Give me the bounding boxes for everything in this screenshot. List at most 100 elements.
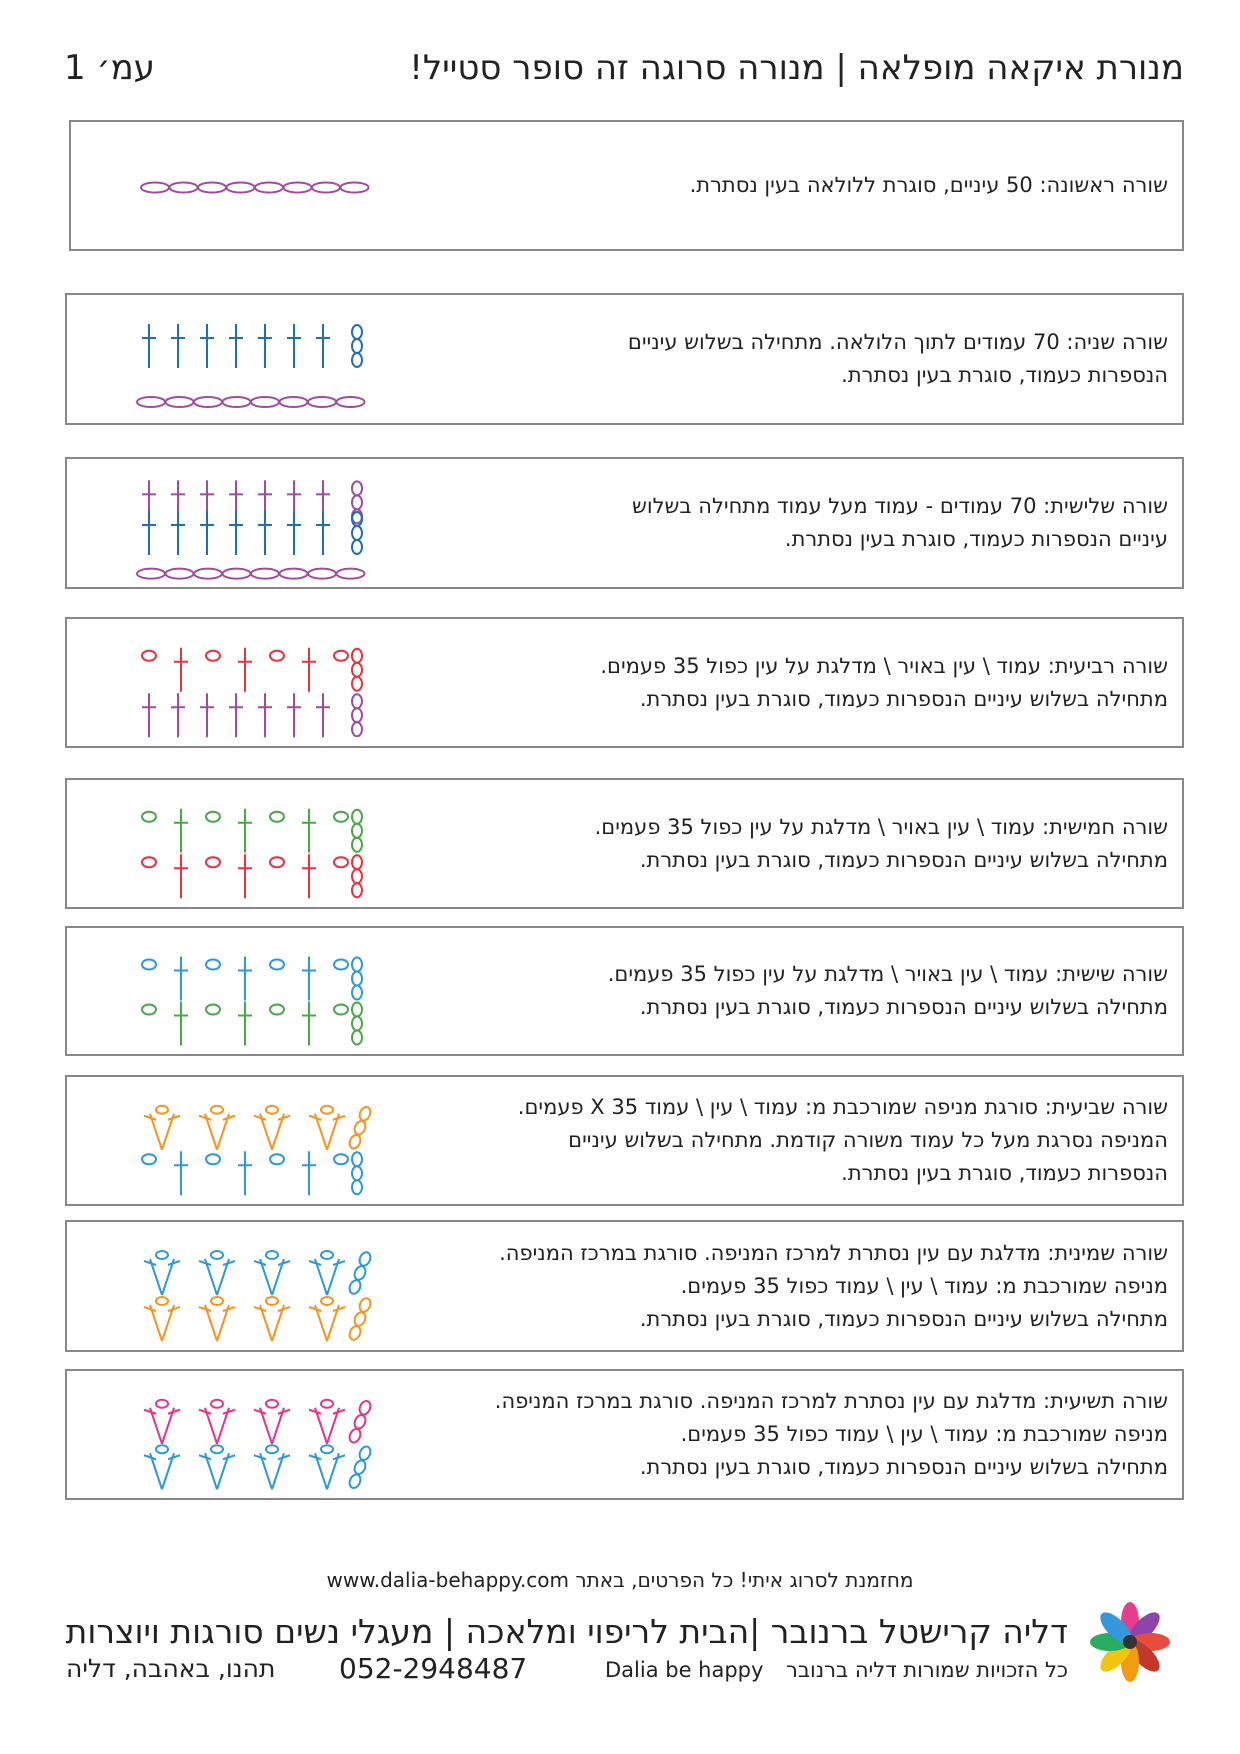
stitch [314,1452,328,1490]
stitch [333,1003,349,1016]
stitch [198,1114,212,1121]
stitch [351,1179,363,1196]
stitch [259,1452,273,1490]
stitch [351,675,363,692]
stitch [141,856,157,869]
stitch [210,1444,224,1455]
stitch [351,1029,363,1046]
stitch [204,1452,218,1490]
stitch [221,396,252,408]
stitch [271,1258,285,1296]
stitch [351,882,363,899]
stitch [204,1304,218,1342]
row-text: שורה שמינית: מדלגת עם עין נסתרת למרכז המ… [499,1237,1168,1336]
row-line: מתחילה בשלוש עיניים הנספרות כעמוד, סוגרת… [639,686,1168,711]
row-box: שורה תשיעית: מדלגת עם עין נסתרת למרכז המ… [65,1369,1184,1500]
stitch [332,1260,346,1266]
stitch [269,649,285,662]
stitch [198,1306,212,1312]
stitch [269,856,285,869]
stitch [351,494,363,511]
stitch [353,1265,367,1281]
phone: 052-2948487 [339,1652,528,1685]
stitch [332,1408,346,1415]
stitch [222,1306,236,1312]
stitch [278,396,309,408]
stitch [155,1250,169,1260]
row-line: מתחילה בשלוש עיניים הנספרות כעמוד, סוגרת… [639,995,1168,1019]
stitch [193,396,223,408]
stitch [155,1104,169,1115]
stitch [253,1454,267,1461]
stitch [314,1258,328,1296]
stitch [149,1113,163,1151]
stitch [198,1260,212,1266]
stitch [155,1398,169,1409]
stitch [314,1113,328,1151]
stitch [161,1304,175,1342]
stitch [149,1452,163,1490]
stitch [351,661,363,678]
stitch [271,1113,285,1151]
row-text: שורה רביעית: עמוד \ עין באויר \ מדלגת על… [600,650,1168,716]
stitch [351,854,363,871]
stitch [253,1408,267,1415]
stitch [320,1104,334,1115]
stitch [351,836,363,853]
stitch [271,1407,285,1445]
stitch [265,1296,279,1306]
stitch [351,808,363,825]
stitch [204,1113,218,1151]
diagram [141,1104,372,1196]
stitch [216,1452,230,1490]
stitch [277,1306,291,1312]
stitch [161,1452,175,1490]
row-line: שורה שניה: 70 עמודים לתוך הלולאה. מתחילה… [627,330,1168,354]
stitch [265,1444,279,1455]
stitch [351,1015,363,1032]
row-line: שורה שלישית: 70 עמודים - עמוד מעל עמוד מ… [632,494,1168,518]
stitch [253,1260,267,1266]
stitch [197,181,227,194]
stitch [205,958,221,971]
stitch [351,693,363,710]
stitch [167,1260,181,1266]
stitch [277,1114,291,1121]
stitch [141,810,157,823]
row-text: שורה שביעית: סורגת מניפה שמורכבת מ: עמוד… [518,1091,1168,1190]
page-number: עמ׳ 1 [64,48,155,88]
stitch [277,1260,291,1266]
stitch [358,1106,372,1122]
stitch [205,1003,221,1016]
stitch [351,1001,363,1018]
row-text: שורה שישית: עמוד \ עין באויר \ מדלגת על … [608,958,1168,1024]
row-box: שורה שישית: עמוד \ עין באויר \ מדלגת על … [65,926,1184,1056]
stitch [335,396,366,408]
stitch [326,1304,340,1342]
stitch [198,1408,212,1415]
stitch [168,181,199,194]
stitch [351,1165,363,1182]
stitch [348,1325,362,1341]
invite: מחזמנת לסרוג איתי! כל הפרטים, באתר www.d… [326,1568,914,1592]
stitch [351,707,363,724]
stitch [271,1452,285,1490]
stitch [335,567,366,580]
stitch [351,352,363,368]
stitch [308,1454,322,1461]
stitch [143,1306,157,1312]
stitch [351,324,363,340]
stitch [353,1459,367,1475]
stitch [205,649,221,662]
stitch [333,649,349,662]
stitch [320,1398,334,1409]
row-line: שורה שביעית: סורגת מניפה שמורכבת מ: עמוד… [517,1095,1168,1119]
stitch [216,1113,230,1151]
stitch [311,181,341,194]
stitch [351,970,363,987]
row-line: המניפה נסרגת מעל כל עמוד משורה קודמת. מת… [568,1128,1168,1152]
stitch [136,396,166,408]
stitch [351,868,363,885]
row-box: שורה שניה: 70 עמודים לתוך הלולאה. מתחילה… [65,293,1184,425]
row-line: שורה שישית: עמוד \ עין באויר \ מדלגת על … [607,962,1168,986]
